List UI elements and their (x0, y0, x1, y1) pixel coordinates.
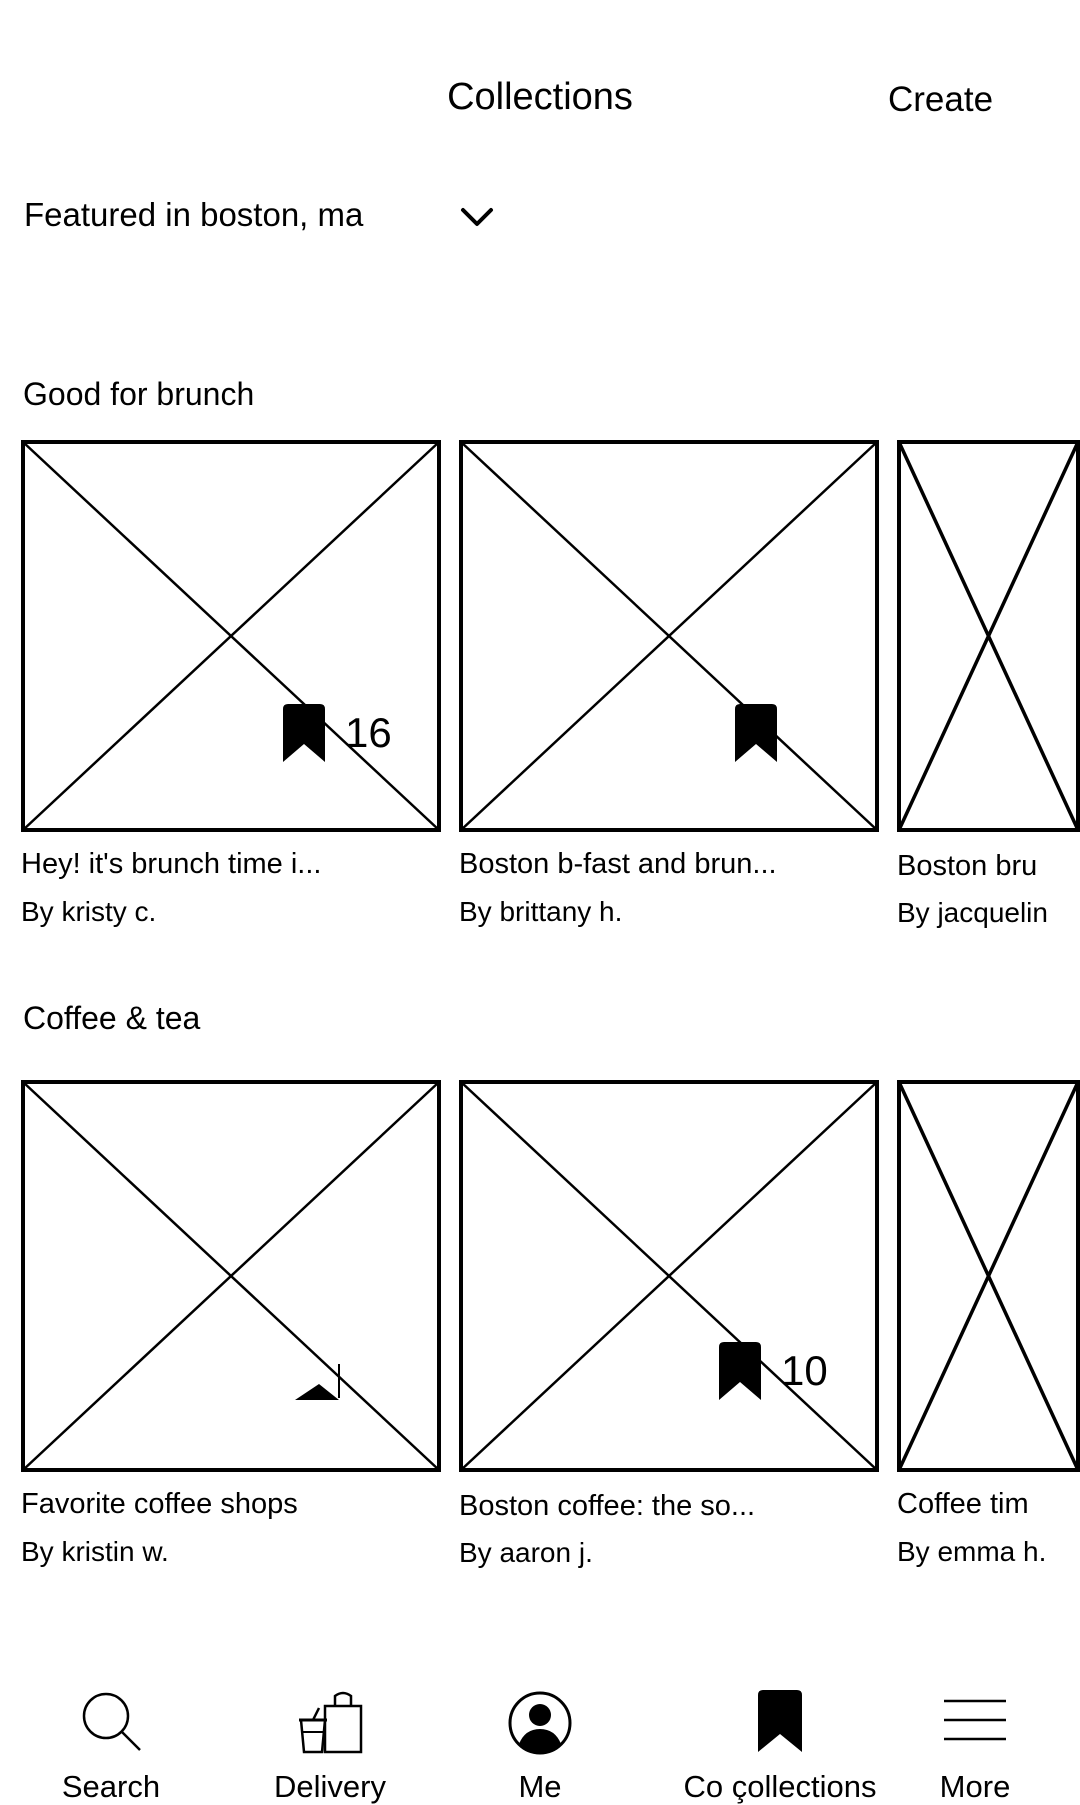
card-author: By aaron j. (459, 1537, 593, 1568)
page-title: Collections (447, 76, 633, 118)
bookmark-icon (719, 1342, 761, 1400)
nav-label: Me (518, 1769, 562, 1804)
collection-card[interactable]: Boston bru By jacquelin (897, 440, 1080, 940)
card-author: By kristy c. (21, 896, 157, 927)
location-selector[interactable]: Featured in boston, ma (24, 196, 504, 256)
card-author: By jacquelin (897, 897, 1048, 928)
bookmark-count: 10 (781, 1347, 828, 1394)
section-title-coffee: Coffee & tea (23, 1000, 201, 1036)
nav-item-more[interactable]: More (910, 1680, 1040, 1804)
bookmark-count: 16 (345, 709, 392, 756)
bookmark-badge[interactable]: 16 (283, 704, 392, 762)
card-author: By emma h. (897, 1536, 1047, 1567)
collection-card[interactable]: Favorite coffee shops By kristin w. (21, 1080, 441, 1580)
image-placeholder (459, 1080, 879, 1472)
collection-card[interactable]: 10 Boston coffee: the so... By aaron j. (459, 1080, 879, 1580)
card-author: By brittany h. (459, 896, 623, 927)
nav-label: Delivery (274, 1769, 386, 1804)
card-title: Hey! it's brunch time i... (21, 848, 322, 880)
image-placeholder (21, 1080, 441, 1472)
bookmark-icon (283, 704, 325, 762)
section-title-brunch: Good for brunch (23, 376, 255, 412)
nav-item-delivery[interactable]: Delivery (255, 1680, 405, 1804)
image-placeholder (897, 440, 1080, 832)
collection-card[interactable]: Boston b-fast and brun... By brittany h. (459, 440, 879, 940)
nav-label: More (939, 1769, 1011, 1804)
nav-label: Search (61, 1769, 161, 1804)
delivery-bag-icon (299, 1691, 363, 1754)
card-title: Favorite coffee shops (21, 1488, 298, 1520)
nav-item-collections[interactable]: Co çollections (670, 1680, 890, 1804)
bookmark-icon (735, 704, 777, 762)
card-title: Coffee tim (897, 1488, 1029, 1520)
bottom-nav: Search Delivery Me Co çollections (0, 1680, 1080, 1804)
create-button[interactable]: Create (888, 80, 994, 119)
location-label: Featured in boston, ma (24, 196, 364, 233)
card-title: Boston b-fast and brun... (459, 848, 777, 880)
search-icon (82, 1692, 141, 1751)
image-placeholder (897, 1080, 1080, 1472)
nav-item-me[interactable]: Me (470, 1680, 610, 1804)
collection-card[interactable]: Coffee tim By emma h. (897, 1080, 1080, 1580)
bookmark-badge[interactable]: 10 (719, 1342, 828, 1400)
card-title: Boston bru (897, 850, 1038, 882)
bookmark-fragment-icon (295, 1384, 339, 1400)
bookmark-badge[interactable] (735, 704, 777, 762)
image-placeholder (459, 440, 879, 832)
user-profile-icon (508, 1691, 572, 1755)
nav-label: Co çollections (683, 1769, 877, 1804)
bookmark-icon (758, 1690, 802, 1752)
page-header: Collections (0, 76, 1080, 119)
nav-item-search[interactable]: Search (36, 1680, 186, 1804)
chevron-down-icon (461, 208, 493, 226)
card-author: By kristin w. (21, 1536, 169, 1567)
card-title: Boston coffee: the so... (459, 1490, 756, 1522)
image-placeholder (21, 440, 441, 832)
menu-icon (944, 1699, 1006, 1741)
collection-card[interactable]: 16 Hey! it's brunch time i... By kristy … (21, 440, 441, 940)
